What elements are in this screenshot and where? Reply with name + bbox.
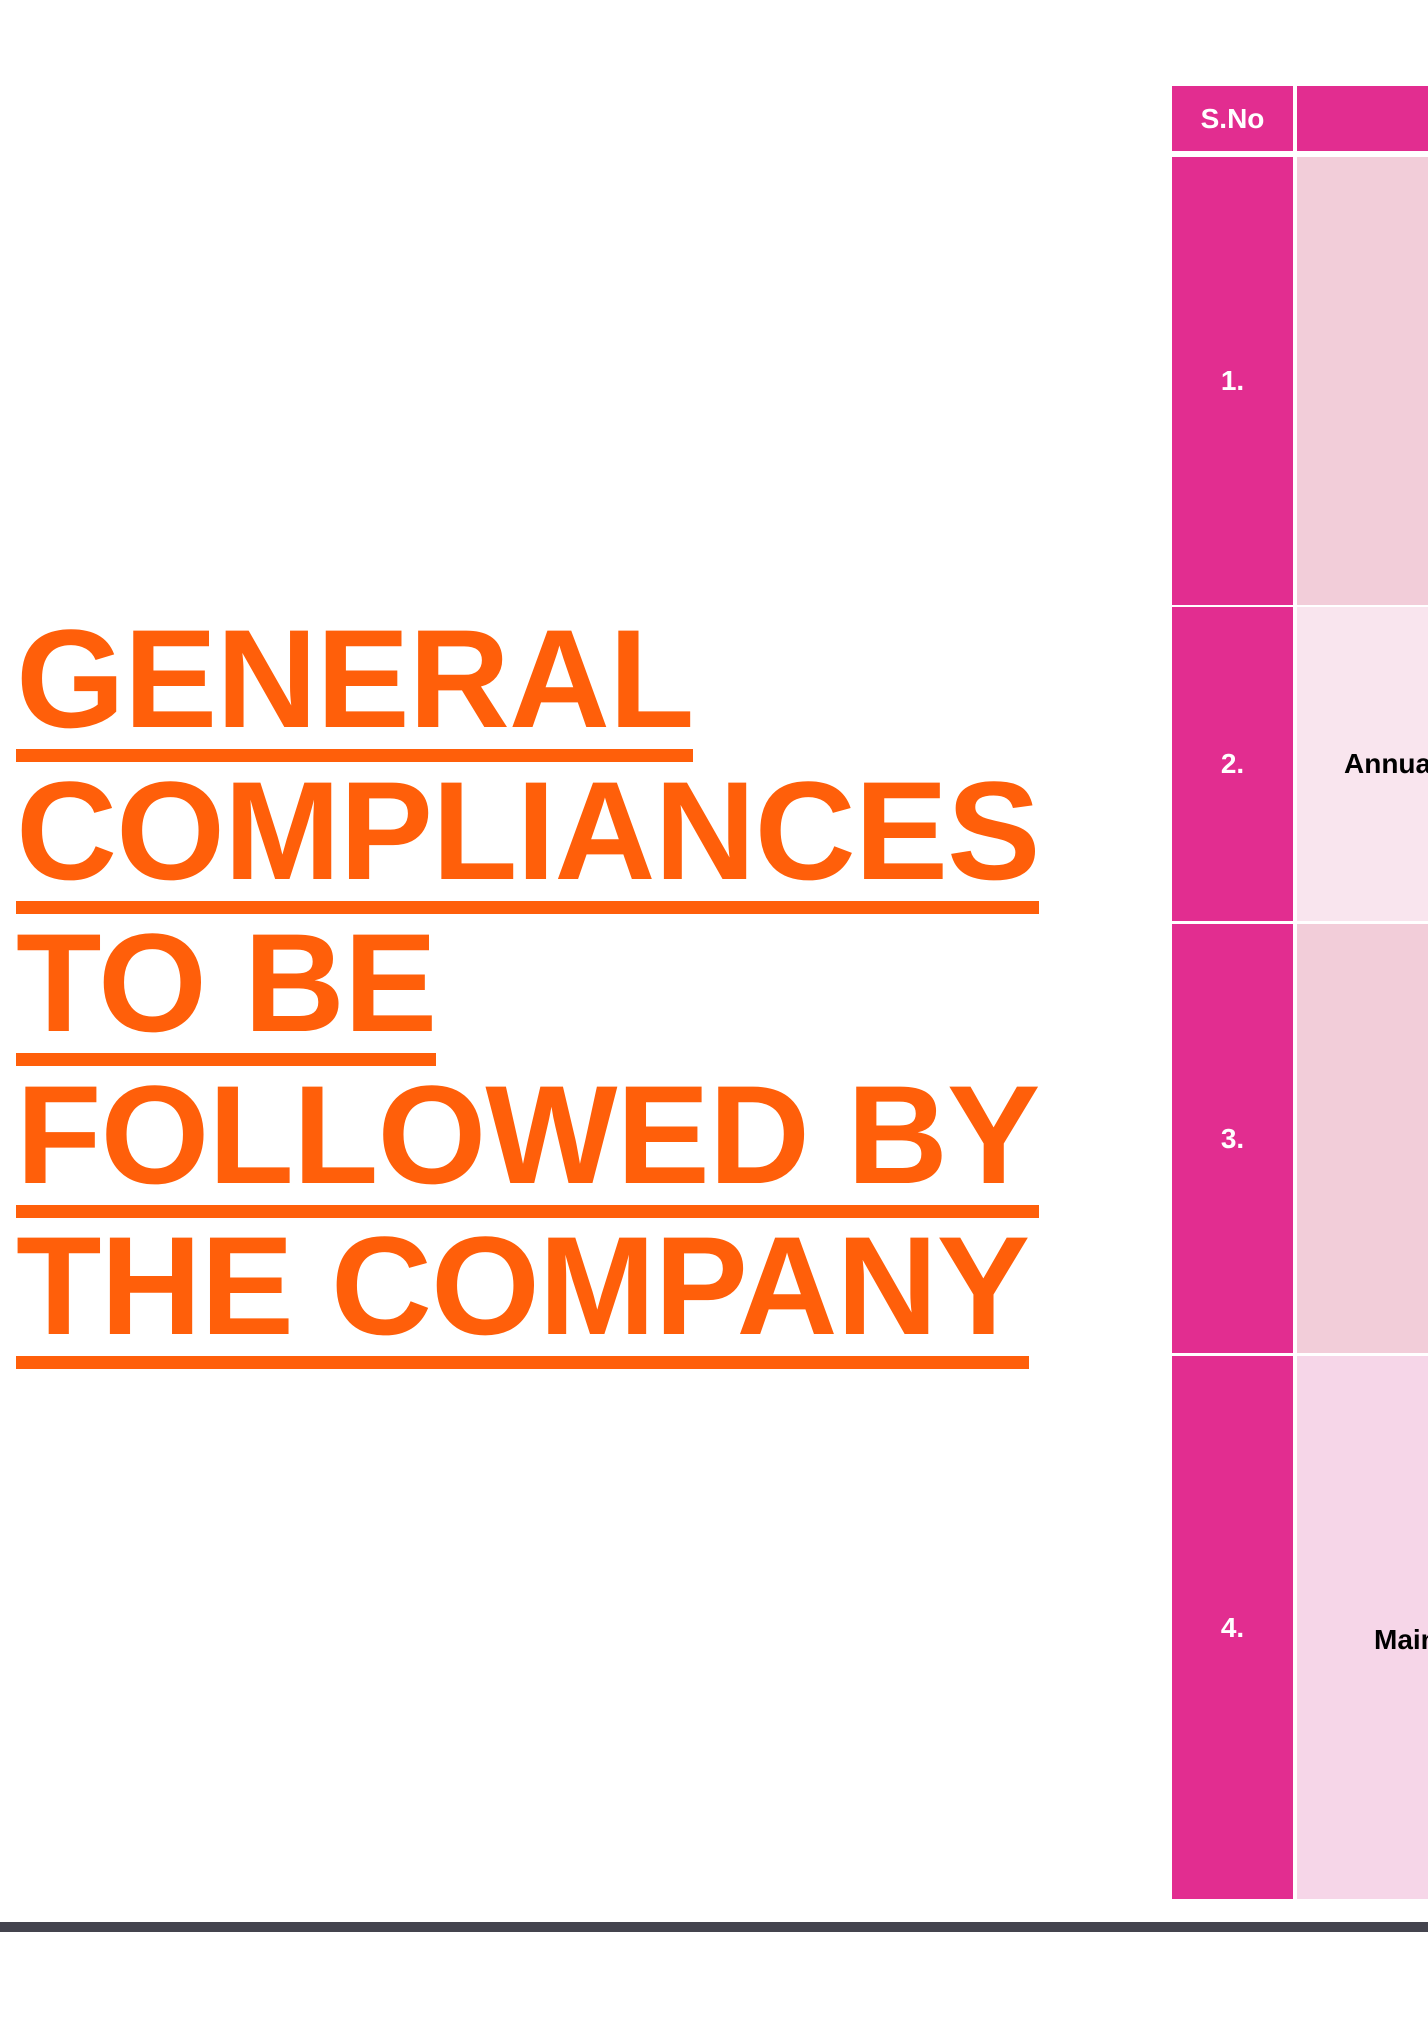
title-line: TO BE [16, 913, 437, 1066]
row-text: Annual [1344, 748, 1428, 779]
footer-bar [0, 1922, 1428, 1932]
row-cell [1297, 924, 1428, 1353]
title-line: COMPLIANCES [16, 761, 1040, 914]
row-number: 2. [1172, 607, 1293, 921]
row-cell: Main [1297, 1356, 1428, 1899]
header-cell: S.No [1172, 86, 1293, 151]
row-text: Main [1374, 1624, 1428, 1655]
row-number: 3. [1172, 924, 1293, 1353]
row-number: 1. [1172, 157, 1293, 605]
row-cell: Annual [1297, 607, 1428, 921]
row-cell [1297, 157, 1428, 605]
title-line: FOLLOWED BY [16, 1065, 1040, 1218]
title-line: THE COMPANY [16, 1216, 1030, 1369]
header-cell [1297, 86, 1428, 151]
row-number: 4. [1172, 1356, 1293, 1899]
title-line: GENERAL [16, 609, 694, 762]
